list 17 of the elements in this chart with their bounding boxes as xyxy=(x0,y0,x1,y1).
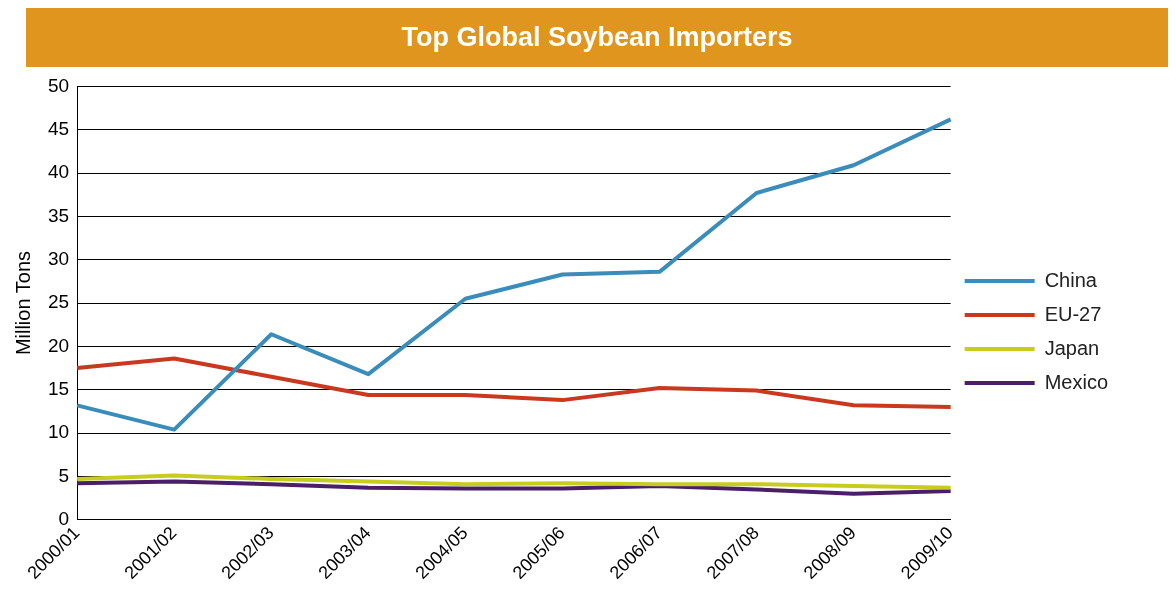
chart-title: Top Global Soybean Importers xyxy=(26,8,1168,67)
y-tick-label: 25 xyxy=(47,291,70,313)
y-tick-label: 10 xyxy=(47,421,70,443)
y-tick-label: 35 xyxy=(47,204,70,226)
legend-label: China xyxy=(1044,268,1098,291)
y-tick-label: 40 xyxy=(47,161,70,183)
y-tick-label: 15 xyxy=(47,377,70,399)
y-tick-label: 30 xyxy=(47,247,70,269)
legend-label: EU-27 xyxy=(1044,302,1102,325)
y-tick-label: 5 xyxy=(58,464,70,486)
y-tick-label: 45 xyxy=(47,117,70,139)
y-tick-label: 0 xyxy=(58,507,70,529)
y-tick-label: 50 xyxy=(47,74,70,96)
legend-label: Mexico xyxy=(1044,370,1109,393)
y-tick-label: 20 xyxy=(47,334,70,356)
legend-label: Japan xyxy=(1044,336,1100,359)
y-axis-title: Million Tons xyxy=(11,251,34,356)
